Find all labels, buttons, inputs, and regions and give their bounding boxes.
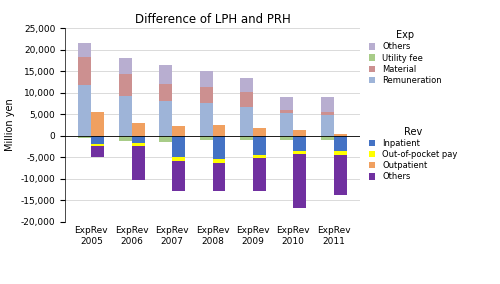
Bar — [334, 136, 346, 151]
Title: Difference of LPH and PRH: Difference of LPH and PRH — [134, 13, 290, 26]
Bar — [200, 87, 212, 103]
Bar — [159, 101, 172, 136]
Bar — [172, 161, 185, 191]
Bar — [132, 143, 144, 146]
Bar — [78, 136, 92, 138]
Bar — [294, 136, 306, 151]
Bar — [119, 136, 132, 141]
Bar — [334, 154, 346, 195]
Bar — [212, 163, 226, 191]
Bar — [240, 107, 253, 136]
Bar — [294, 130, 306, 136]
Bar — [320, 97, 334, 112]
Bar — [240, 92, 253, 107]
Bar — [78, 43, 92, 57]
Bar — [119, 58, 132, 74]
Bar — [200, 71, 212, 87]
Bar — [159, 136, 172, 142]
Bar — [280, 97, 293, 110]
Bar — [212, 159, 226, 163]
Bar — [253, 158, 266, 191]
Bar — [92, 112, 104, 136]
Bar — [334, 151, 346, 154]
Bar — [172, 136, 185, 157]
Bar — [92, 147, 104, 157]
Bar — [280, 110, 293, 113]
Bar — [320, 136, 334, 140]
Bar — [294, 154, 306, 208]
Bar — [119, 96, 132, 136]
Bar — [132, 136, 144, 143]
Bar — [240, 136, 253, 140]
Y-axis label: Million yen: Million yen — [5, 99, 15, 151]
Bar — [240, 78, 253, 92]
Bar — [132, 123, 144, 136]
Bar — [320, 115, 334, 136]
Bar — [78, 85, 92, 136]
Bar — [253, 136, 266, 155]
Bar — [253, 155, 266, 158]
Legend: Inpatient, Out-of-pocket pay, Outpatient, Others: Inpatient, Out-of-pocket pay, Outpatient… — [367, 125, 459, 183]
Bar — [320, 112, 334, 115]
Bar — [280, 113, 293, 136]
Bar — [92, 144, 104, 147]
Bar — [92, 136, 104, 144]
Bar — [294, 151, 306, 154]
Bar — [172, 126, 185, 136]
Bar — [280, 136, 293, 140]
Bar — [119, 74, 132, 96]
Bar — [172, 157, 185, 161]
Bar — [212, 125, 226, 136]
Bar — [200, 103, 212, 136]
Bar — [132, 146, 144, 180]
Bar — [200, 136, 212, 140]
Bar — [334, 133, 346, 136]
Bar — [212, 136, 226, 159]
Bar — [253, 128, 266, 136]
Bar — [78, 57, 92, 85]
Bar — [159, 84, 172, 101]
Bar — [159, 65, 172, 84]
